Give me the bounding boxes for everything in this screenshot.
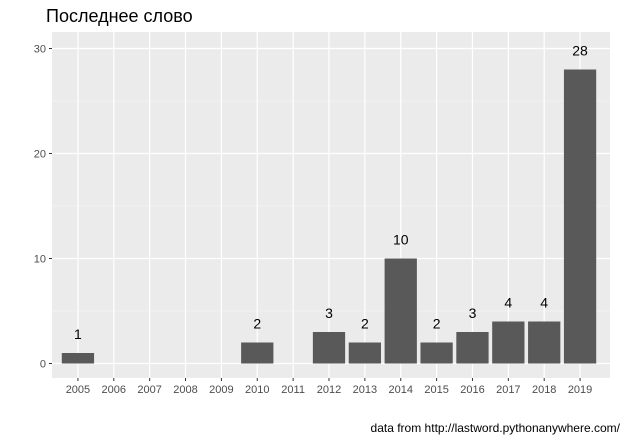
- chart-title: Последнее слово: [46, 6, 193, 26]
- x-tick-label: 2013: [353, 384, 377, 396]
- bar-2012: [312, 332, 346, 364]
- y-tick-label: 30: [34, 44, 46, 56]
- data-labels: 1 2 3 2 10 2 3 4 4 28: [74, 43, 588, 343]
- y-tick-label: 10: [34, 254, 46, 266]
- x-tick-label: 2007: [137, 384, 161, 396]
- data-label-2015: 2: [433, 316, 441, 332]
- x-tick-label: 2012: [317, 384, 341, 396]
- bar-2014: [384, 258, 417, 364]
- bar-2015: [420, 342, 453, 364]
- x-tick-label: 2009: [209, 384, 233, 396]
- x-tick-label: 2015: [424, 384, 448, 396]
- bars: [61, 69, 597, 364]
- plot-panel: [52, 32, 610, 378]
- bar-2017: [492, 321, 525, 364]
- bar-2019: [563, 69, 597, 364]
- data-label-2019: 28: [572, 43, 588, 59]
- x-tick-label: 2011: [281, 384, 305, 396]
- data-label-2005: 1: [74, 326, 82, 342]
- x-tick-label: 2010: [245, 384, 269, 396]
- y-tick-label: 20: [34, 149, 46, 161]
- data-label-2018: 4: [540, 295, 548, 311]
- bar-2013: [348, 342, 382, 364]
- data-label-2017: 4: [504, 295, 512, 311]
- x-axis: 2005 2006 2007 2008 2009 2010 2011 2012 2013 2014…: [66, 378, 592, 396]
- data-label-2016: 3: [469, 305, 477, 321]
- x-tick-label: 2005: [66, 384, 90, 396]
- y-axis: 0 10 20 30: [34, 44, 52, 371]
- data-label-2010: 2: [253, 316, 261, 332]
- x-tick-label: 2018: [532, 384, 556, 396]
- bar-2005: [61, 353, 95, 364]
- x-tick-label: 2017: [496, 384, 520, 396]
- bar-2018: [528, 321, 561, 364]
- data-label-2012: 3: [325, 305, 333, 321]
- x-tick-label: 2006: [102, 384, 126, 396]
- data-label-2013: 2: [361, 316, 369, 332]
- x-tick-label: 2008: [173, 384, 197, 396]
- data-label-2014: 10: [393, 232, 409, 248]
- bar-2010: [241, 342, 274, 364]
- x-tick-label: 2014: [388, 384, 412, 396]
- chart-caption: data from http://lastword.pythonanywhere…: [370, 421, 620, 435]
- x-tick-label: 2019: [568, 384, 592, 396]
- y-tick-label: 0: [40, 359, 46, 371]
- bar-2016: [456, 332, 489, 364]
- x-tick-label: 2016: [460, 384, 484, 396]
